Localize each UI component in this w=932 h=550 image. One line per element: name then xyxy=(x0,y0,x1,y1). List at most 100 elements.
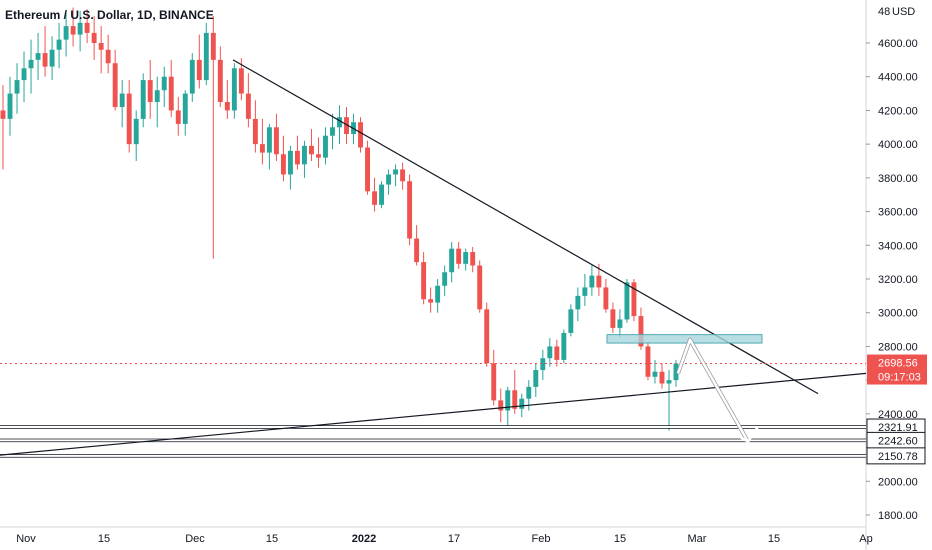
y-tick-label: 3200.00 xyxy=(878,274,918,286)
candle-body xyxy=(35,53,41,60)
y-tick-label: 4400.00 xyxy=(878,72,918,84)
candle-body xyxy=(309,145,314,155)
candle-body xyxy=(84,22,90,33)
candle-body xyxy=(610,309,616,328)
candle-body xyxy=(245,93,251,119)
y-tick-label: 2400.00 xyxy=(878,409,918,421)
candle-body xyxy=(484,309,490,364)
candle-body xyxy=(379,184,385,205)
candle-body xyxy=(596,275,602,288)
y-tick-label: 3600.00 xyxy=(878,207,918,219)
x-tick-label: Nov xyxy=(16,533,36,545)
candle-body xyxy=(231,68,237,111)
candle-body xyxy=(491,363,497,401)
candle-body xyxy=(42,53,48,67)
candle-body xyxy=(112,63,118,108)
candle-body xyxy=(273,127,279,155)
y-tick-label: 4000.00 xyxy=(878,139,918,151)
candle-body xyxy=(519,398,525,409)
candle-body xyxy=(280,154,286,175)
candle-body xyxy=(63,26,69,40)
candle-body xyxy=(561,332,567,360)
x-tick-label: 17 xyxy=(448,533,460,545)
y-tick-label-partial: 48 xyxy=(878,6,890,18)
candle-body xyxy=(463,252,469,264)
x-tick-label: Dec xyxy=(185,533,205,545)
y-tick-label: 3000.00 xyxy=(878,308,918,320)
support-price-label: 2150.78 xyxy=(878,451,918,463)
candle-body xyxy=(365,147,370,192)
candle-countdown-label: 09:17:03 xyxy=(878,372,921,384)
candle-body xyxy=(477,265,483,310)
candle-body xyxy=(526,386,532,399)
y-tick-label: 3400.00 xyxy=(878,240,918,252)
candle-body xyxy=(203,32,209,81)
candle-body xyxy=(175,110,181,124)
candle-body xyxy=(224,102,230,111)
support-price-label: 2321.91 xyxy=(878,422,918,434)
candle-body xyxy=(533,370,539,387)
candle-body xyxy=(505,390,511,411)
candle-body xyxy=(140,80,146,119)
candle-body xyxy=(659,371,665,384)
x-tick-label: 15 xyxy=(614,533,626,545)
candle-body xyxy=(217,59,223,102)
candle-body xyxy=(421,262,427,300)
candle-body xyxy=(70,26,76,35)
candle-body xyxy=(400,169,406,182)
candle-body xyxy=(98,43,104,50)
candle-body xyxy=(337,117,342,128)
candle-body xyxy=(603,287,609,310)
candle-body xyxy=(266,127,272,153)
candle-body xyxy=(316,154,321,158)
candle-body xyxy=(133,118,139,145)
candle-body xyxy=(449,248,455,273)
candle-body xyxy=(470,252,476,266)
candle-body xyxy=(196,59,202,81)
y-tick-label: 1800.00 xyxy=(878,510,918,522)
candle-body xyxy=(91,32,97,43)
candle-body xyxy=(330,127,335,136)
candle-body xyxy=(259,144,265,153)
projection-arrow[interactable] xyxy=(676,338,750,443)
candle-body xyxy=(210,32,216,60)
candle-body xyxy=(414,238,420,263)
candle-body xyxy=(77,22,83,35)
candle-body xyxy=(294,150,300,165)
candle-body xyxy=(666,380,672,384)
candle-body xyxy=(358,122,363,148)
candle-body xyxy=(154,90,160,102)
candle-body xyxy=(21,68,27,81)
resistance-zone[interactable] xyxy=(606,334,763,344)
x-tick-label: Mar xyxy=(688,533,707,545)
candle-body xyxy=(49,49,55,67)
candle-body xyxy=(147,80,153,102)
x-tick-label: Feb xyxy=(532,533,551,545)
candle-body xyxy=(442,272,448,286)
x-tick-label: 15 xyxy=(768,533,780,545)
candle-body xyxy=(624,282,630,320)
candle-body xyxy=(617,319,623,328)
candle-body xyxy=(547,346,553,359)
candle-body xyxy=(407,181,413,239)
y-tick-label: 4600.00 xyxy=(878,38,918,50)
candle-body xyxy=(372,191,378,205)
candle-body xyxy=(14,80,20,94)
candle-body xyxy=(344,117,349,135)
candle-body xyxy=(652,371,658,377)
candle-body xyxy=(189,59,195,94)
ascending-trendline[interactable] xyxy=(0,372,867,456)
chart-symbol-title: Ethereum / U.S. Dollar, 1D, BINANCE xyxy=(5,8,214,22)
candle-body xyxy=(238,68,244,94)
y-tick-label: 2000.00 xyxy=(878,476,918,488)
candle-body xyxy=(575,295,581,310)
candle-body xyxy=(631,282,637,317)
candle-body xyxy=(638,316,644,347)
candle-body xyxy=(7,93,13,119)
candle-body xyxy=(182,93,188,124)
x-tick-label: Ap xyxy=(859,533,872,545)
y-tick-label: 4200.00 xyxy=(878,105,918,117)
candle-body xyxy=(393,169,399,175)
